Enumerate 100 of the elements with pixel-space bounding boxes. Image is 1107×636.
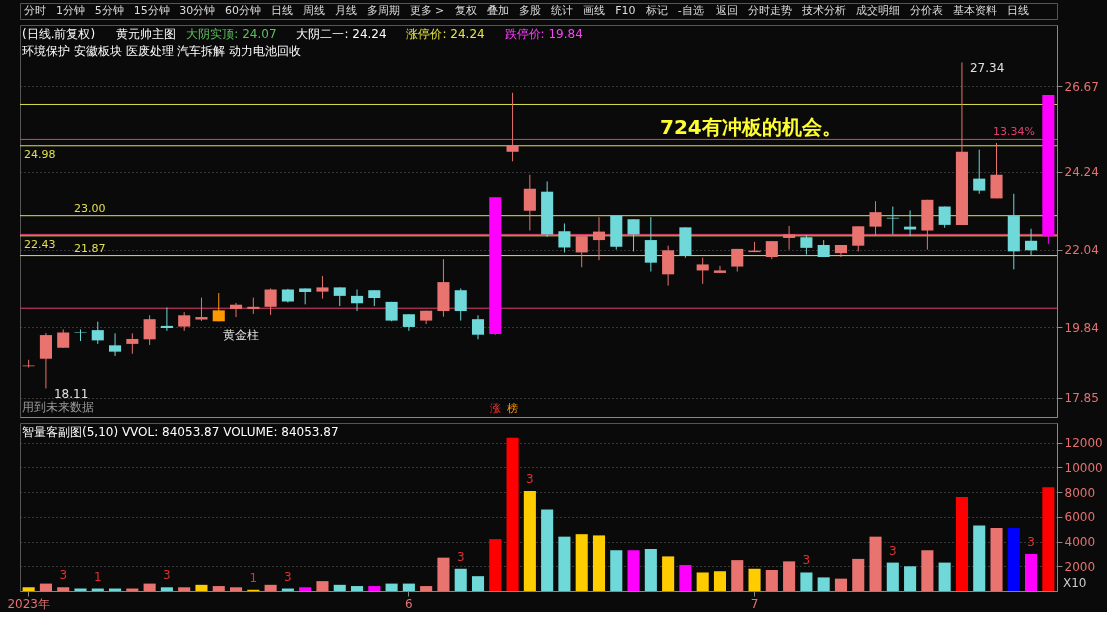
candlestick bbox=[454, 287, 467, 322]
bar bbox=[1007, 528, 1020, 591]
text: 多周期 bbox=[366, 4, 400, 17]
bar bbox=[420, 586, 433, 591]
bar bbox=[212, 586, 225, 591]
text: -自选 bbox=[677, 4, 704, 17]
text: 5分钟 bbox=[94, 4, 124, 17]
candlestick bbox=[126, 332, 139, 355]
bar bbox=[886, 562, 899, 591]
y-tick-label: 22.04 bbox=[1064, 243, 1099, 258]
bar bbox=[852, 558, 865, 591]
annotation: 跌停价: 19.84 bbox=[504, 27, 583, 41]
text: 成交明细 bbox=[856, 4, 901, 17]
annotation: 1 bbox=[249, 570, 258, 585]
candlestick bbox=[178, 311, 191, 332]
text: 分时走势 bbox=[748, 4, 793, 17]
annotation: 涨 bbox=[489, 402, 501, 415]
bar bbox=[817, 577, 830, 591]
candlestick bbox=[713, 265, 727, 274]
candlestick bbox=[592, 216, 606, 261]
text: 技术分析 bbox=[801, 4, 847, 17]
bar bbox=[938, 562, 951, 591]
bar bbox=[713, 571, 727, 591]
candlestick bbox=[350, 289, 364, 312]
bar bbox=[541, 509, 554, 591]
candlestick bbox=[91, 321, 104, 345]
candlestick bbox=[506, 92, 519, 162]
y-tick-label: 4000 bbox=[1064, 535, 1096, 550]
candlestick bbox=[195, 297, 208, 322]
annotation: 用到未来数据 bbox=[22, 400, 94, 414]
candlestick bbox=[57, 328, 70, 349]
text: 复权 bbox=[455, 4, 478, 17]
candlestick bbox=[1025, 228, 1038, 257]
text: 基本资料 bbox=[953, 4, 998, 17]
bar bbox=[264, 584, 277, 591]
annotation: 3 bbox=[526, 471, 534, 486]
candlestick bbox=[109, 332, 122, 357]
candlestick bbox=[852, 225, 865, 252]
bar bbox=[921, 550, 934, 591]
candlestick bbox=[143, 314, 156, 346]
candlestick bbox=[696, 257, 709, 285]
candlestick bbox=[575, 235, 588, 268]
y-tick-label: 19.84 bbox=[1064, 320, 1099, 335]
candlestick bbox=[212, 292, 225, 322]
candlestick bbox=[627, 218, 640, 252]
candlestick bbox=[523, 174, 536, 232]
annotation: 3 bbox=[1027, 534, 1035, 549]
candlestick bbox=[316, 275, 329, 300]
bar bbox=[800, 572, 813, 591]
annotation: 3 bbox=[456, 549, 465, 564]
annotation: 涨停价: 24.24 bbox=[406, 27, 485, 41]
bar bbox=[748, 568, 761, 591]
ref-line-label: 21.87 bbox=[74, 241, 106, 255]
text: 30分钟 bbox=[179, 4, 216, 17]
bar bbox=[333, 584, 346, 591]
candlestick bbox=[471, 314, 485, 340]
bar bbox=[731, 560, 744, 591]
bar bbox=[316, 581, 329, 591]
bar bbox=[869, 536, 882, 591]
bar bbox=[955, 497, 968, 591]
text: F10 bbox=[615, 4, 636, 17]
chart-title: 智量客副图(5,10) VVOL: 84053.87 VOLUME: 84053.87 bbox=[22, 425, 339, 439]
candlestick bbox=[160, 307, 173, 332]
annotation: 724有冲板的机会。 bbox=[660, 115, 842, 139]
x-tick-label: 2023年 bbox=[7, 596, 50, 611]
bar bbox=[696, 572, 709, 591]
chart-title: (日线.前复权) bbox=[22, 27, 96, 41]
bar bbox=[627, 550, 640, 591]
annotation: 黄元帅主图 bbox=[116, 27, 177, 41]
bar bbox=[1025, 553, 1038, 591]
text: 标记 bbox=[644, 4, 668, 17]
bar bbox=[679, 565, 692, 591]
candlestick bbox=[765, 240, 778, 260]
bar bbox=[558, 536, 571, 591]
bar bbox=[350, 586, 364, 591]
annotation: 3 bbox=[284, 569, 292, 584]
annotation: 1 bbox=[93, 569, 102, 584]
text: 多股 bbox=[519, 4, 542, 17]
text: 环境保护 安徽板块 医废处理 汽车拆解 动力电池回收 bbox=[22, 44, 302, 58]
candlestick bbox=[558, 222, 571, 253]
text: 分价表 bbox=[910, 4, 944, 17]
text: 月线 bbox=[334, 4, 357, 17]
bar bbox=[662, 556, 675, 591]
bar bbox=[973, 525, 986, 591]
bar bbox=[471, 576, 485, 591]
bar bbox=[402, 583, 415, 591]
bar bbox=[592, 535, 606, 591]
candlestick bbox=[39, 332, 52, 389]
candlestick bbox=[644, 216, 657, 272]
candlestick bbox=[264, 287, 277, 316]
annotation: 3 bbox=[163, 568, 171, 583]
ref-line-label: 22.43 bbox=[24, 237, 56, 251]
candlestick bbox=[229, 302, 243, 318]
annotation: 3 bbox=[888, 543, 897, 558]
bar bbox=[39, 583, 52, 591]
annotation: 13.34% bbox=[993, 125, 1035, 139]
bar bbox=[610, 550, 623, 591]
y-tick-label: 24.24 bbox=[1064, 165, 1099, 180]
candlestick bbox=[886, 206, 899, 235]
ref-line-label: 24.98 bbox=[24, 147, 56, 161]
